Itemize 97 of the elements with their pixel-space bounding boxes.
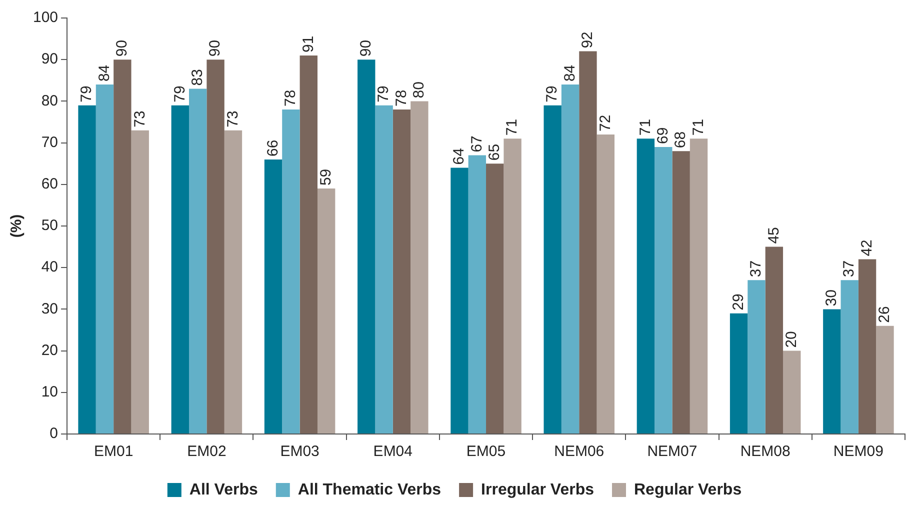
y-tick-label: 90 — [41, 50, 58, 68]
data-label: 78 — [282, 90, 300, 107]
y-tick-label: 80 — [41, 92, 58, 110]
bar — [840, 280, 858, 434]
bar — [596, 134, 615, 434]
data-label: 90 — [206, 40, 224, 57]
x-tick-label: EM05 — [466, 443, 506, 460]
y-tick-label: 70 — [41, 134, 58, 151]
data-label: 66 — [264, 140, 282, 156]
data-label: 37 — [840, 260, 858, 278]
bar — [206, 60, 224, 434]
legend-label: All Verbs — [189, 481, 258, 498]
data-label: 78 — [392, 90, 410, 107]
x-tick-label: NEM06 — [554, 443, 604, 460]
bar — [450, 168, 468, 434]
bar — [189, 88, 207, 434]
bar — [131, 130, 149, 434]
bar — [823, 309, 841, 434]
bar — [654, 146, 672, 434]
data-label: 79 — [375, 86, 392, 102]
legend-label: All Thematic Verbs — [298, 481, 442, 498]
bar — [783, 350, 801, 434]
y-tick-label: 30 — [41, 300, 58, 318]
x-tick-label: EM04 — [373, 443, 412, 460]
bar — [579, 51, 597, 434]
data-label: 67 — [468, 136, 486, 152]
data-label: 20 — [783, 331, 800, 348]
y-tick-label: 20 — [41, 342, 58, 359]
data-label: 84 — [561, 64, 578, 82]
data-label: 91 — [300, 36, 317, 52]
bar — [392, 110, 411, 434]
bar — [672, 151, 690, 434]
y-tick-label: 60 — [41, 176, 58, 193]
bar — [486, 164, 504, 434]
bar — [876, 326, 894, 434]
bar — [748, 280, 766, 434]
bar — [114, 60, 132, 434]
bar — [690, 138, 708, 434]
y-axis-title: (%) — [8, 214, 26, 238]
data-label: 92 — [579, 32, 596, 48]
y-tick-label: 40 — [41, 258, 58, 276]
data-label: 65 — [486, 144, 503, 161]
x-tick-label: NEM07 — [647, 443, 698, 460]
bar — [171, 105, 189, 434]
x-tick-label: EM03 — [280, 443, 320, 460]
data-label: 73 — [224, 110, 242, 128]
bar — [300, 55, 318, 434]
data-label: 71 — [636, 118, 654, 136]
data-label: 37 — [748, 260, 765, 278]
data-label: 79 — [78, 86, 96, 102]
bar — [317, 188, 336, 434]
legend-label: Irregular Verbs — [481, 481, 594, 498]
bar — [264, 159, 282, 434]
data-label: 71 — [690, 118, 707, 136]
x-tick-label: EM01 — [94, 443, 134, 460]
data-label: 69 — [654, 127, 672, 144]
bar — [765, 246, 784, 434]
y-tick-label: 10 — [41, 384, 58, 401]
data-label: 30 — [823, 290, 840, 306]
bar — [96, 84, 114, 434]
data-label: 71 — [504, 118, 521, 136]
bar — [410, 101, 428, 434]
data-label: 90 — [114, 40, 131, 57]
bar — [375, 105, 393, 434]
bar — [468, 155, 486, 434]
data-label: 29 — [730, 294, 747, 310]
bar — [636, 138, 655, 434]
data-label: 64 — [450, 148, 468, 165]
data-label: 90 — [358, 40, 375, 57]
data-label: 83 — [188, 69, 206, 86]
bar — [78, 105, 96, 434]
data-label: 42 — [858, 240, 876, 256]
data-label: 59 — [317, 168, 334, 186]
bar — [858, 259, 876, 434]
bar — [282, 110, 300, 434]
data-label: 68 — [672, 131, 690, 148]
legend-label: Regular Verbs — [634, 481, 742, 498]
bar — [730, 313, 748, 434]
x-tick-label: EM02 — [187, 443, 226, 460]
data-label: 72 — [596, 114, 614, 132]
bar — [358, 60, 376, 434]
y-tick-label: 50 — [41, 217, 58, 234]
bar — [561, 84, 580, 434]
data-label: 80 — [410, 82, 428, 98]
data-label: 79 — [171, 86, 188, 102]
x-tick-label: NEM08 — [740, 443, 790, 460]
data-label: 79 — [544, 86, 561, 102]
data-label: 26 — [876, 306, 894, 323]
y-tick-label: 0 — [50, 425, 58, 442]
data-label: 73 — [131, 110, 148, 128]
bar — [504, 138, 522, 434]
y-tick-label: 100 — [32, 9, 58, 26]
bar — [224, 130, 242, 434]
data-label: 84 — [96, 64, 113, 82]
data-label: 45 — [765, 227, 782, 244]
bar — [544, 105, 562, 434]
x-tick-label: NEM09 — [833, 443, 884, 460]
